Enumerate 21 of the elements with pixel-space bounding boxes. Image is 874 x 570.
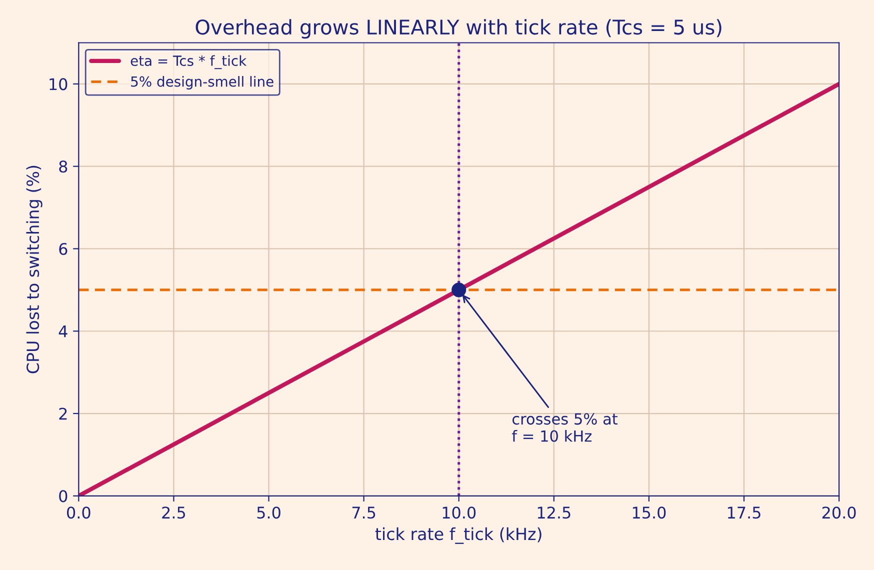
- x-tick-label: 0.0: [67, 506, 90, 519]
- x-tick-label: 10.0: [442, 506, 476, 519]
- y-tick-label: 8: [59, 160, 68, 173]
- x-tick-label: 17.5: [728, 506, 760, 519]
- y-tick-label: 2: [59, 408, 67, 420]
- x-tick-label: 7.5: [352, 506, 376, 519]
- x-tick-label: 12.5: [538, 506, 570, 519]
- x-tick-label: 15.0: [632, 506, 666, 519]
- y-tick-label: 6: [59, 242, 68, 256]
- legend-label: eta = Tcs * f_tick: [130, 55, 247, 70]
- x-axis-title: tick rate f_tick (kHz): [375, 527, 542, 544]
- y-axis-title: CPU lost to switching (%): [26, 166, 42, 374]
- annotation: crosses 5% at f = 10 kHz: [512, 413, 618, 442]
- x-tick-label: 20.0: [822, 506, 856, 519]
- x-tick-label: 2.5: [162, 506, 186, 519]
- y-tick-label: 4: [58, 326, 68, 338]
- legend-label: 5% design-smell line: [131, 76, 274, 90]
- y-tick-label: 0: [59, 490, 68, 502]
- x-tick-label: 5.0: [257, 506, 280, 519]
- chart-title: Overhead grows LINEARLY with tick rate (Tcs = 5 us): [196, 19, 722, 39]
- y-tick-label: 10: [50, 78, 68, 90]
